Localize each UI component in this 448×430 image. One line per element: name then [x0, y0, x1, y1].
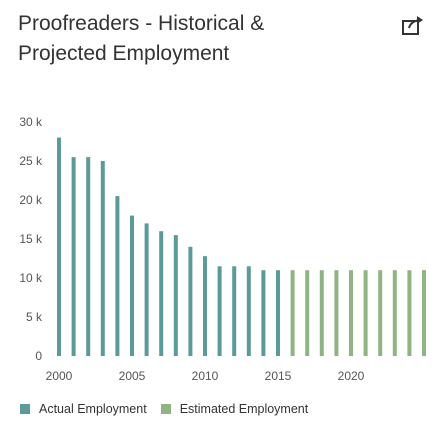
- bar-actual-2013[interactable]: [246, 266, 251, 356]
- legend-item-actual[interactable]: Actual Employment: [20, 402, 147, 416]
- bar-actual-2004[interactable]: [115, 196, 120, 356]
- bar-actual-2014[interactable]: [261, 270, 266, 356]
- legend-label-actual: Actual Employment: [39, 402, 147, 416]
- bar-estimated-2025[interactable]: [422, 270, 426, 356]
- bar-chart: 0 5 k 10 k 15 k 20 k 25 k 30 k 2000 2005 2010 201…: [19, 115, 426, 383]
- bar-actual-2003[interactable]: [100, 161, 105, 356]
- chart-title-line1: Proofreaders - Historical &: [18, 12, 265, 35]
- x-tick-label: 2015: [265, 369, 292, 383]
- bar-actual-2005[interactable]: [130, 215, 134, 356]
- y-tick-label: 10 k: [19, 271, 43, 285]
- bar-estimated-2023[interactable]: [392, 270, 397, 356]
- x-axis: 2000 2005 2010 2015 2020: [46, 369, 365, 383]
- bar-estimated-2017[interactable]: [305, 270, 310, 356]
- bar-actual-2001[interactable]: [71, 157, 76, 356]
- share-arrow-icon[interactable]: [400, 12, 426, 38]
- bar-actual-2006[interactable]: [144, 223, 149, 356]
- bar-estimated-2022[interactable]: [378, 270, 383, 356]
- bar-estimated-2019[interactable]: [334, 270, 339, 356]
- chart-legend: Actual Employment Estimated Employment: [20, 400, 322, 418]
- x-tick-label: 2005: [119, 369, 146, 383]
- legend-item-estimated[interactable]: Estimated Employment: [160, 402, 309, 416]
- y-tick-label: 20 k: [19, 193, 43, 207]
- legend-swatch-actual: [20, 404, 30, 414]
- y-tick-label: 15 k: [19, 232, 43, 246]
- x-tick-label: 2020: [338, 369, 365, 383]
- bar-estimated-2016[interactable]: [290, 270, 295, 356]
- bar-estimated-2024[interactable]: [407, 270, 412, 356]
- chart-title-line2: Projected Employment: [18, 42, 230, 65]
- bar-actual-2015[interactable]: [276, 270, 280, 356]
- bars-group: [57, 137, 426, 356]
- y-axis: 0 5 k 10 k 15 k 20 k 25 k 30 k: [19, 115, 43, 363]
- bar-actual-2009[interactable]: [188, 246, 193, 356]
- legend-label-estimated: Estimated Employment: [179, 402, 309, 416]
- y-tick-label: 25 k: [19, 154, 43, 168]
- bar-estimated-2018[interactable]: [319, 270, 324, 356]
- y-tick-label: 0: [35, 349, 42, 363]
- x-tick-label: 2010: [192, 369, 219, 383]
- y-tick-label: 30 k: [19, 115, 43, 129]
- chart-title: Proofreaders - Historical & Projected Em…: [18, 9, 398, 69]
- bar-estimated-2021[interactable]: [363, 270, 368, 356]
- bar-actual-2012[interactable]: [232, 266, 237, 356]
- bar-actual-2000[interactable]: [57, 137, 61, 356]
- y-tick-label: 5 k: [26, 310, 43, 324]
- bar-actual-2007[interactable]: [159, 231, 164, 356]
- legend-swatch-estimated: [160, 404, 171, 414]
- bar-actual-2008[interactable]: [173, 235, 178, 356]
- bar-actual-2011[interactable]: [217, 266, 222, 356]
- bar-actual-2002[interactable]: [86, 157, 91, 356]
- bar-actual-2010[interactable]: [203, 256, 207, 356]
- x-tick-label: 2000: [46, 369, 73, 383]
- bar-estimated-2020[interactable]: [349, 270, 353, 356]
